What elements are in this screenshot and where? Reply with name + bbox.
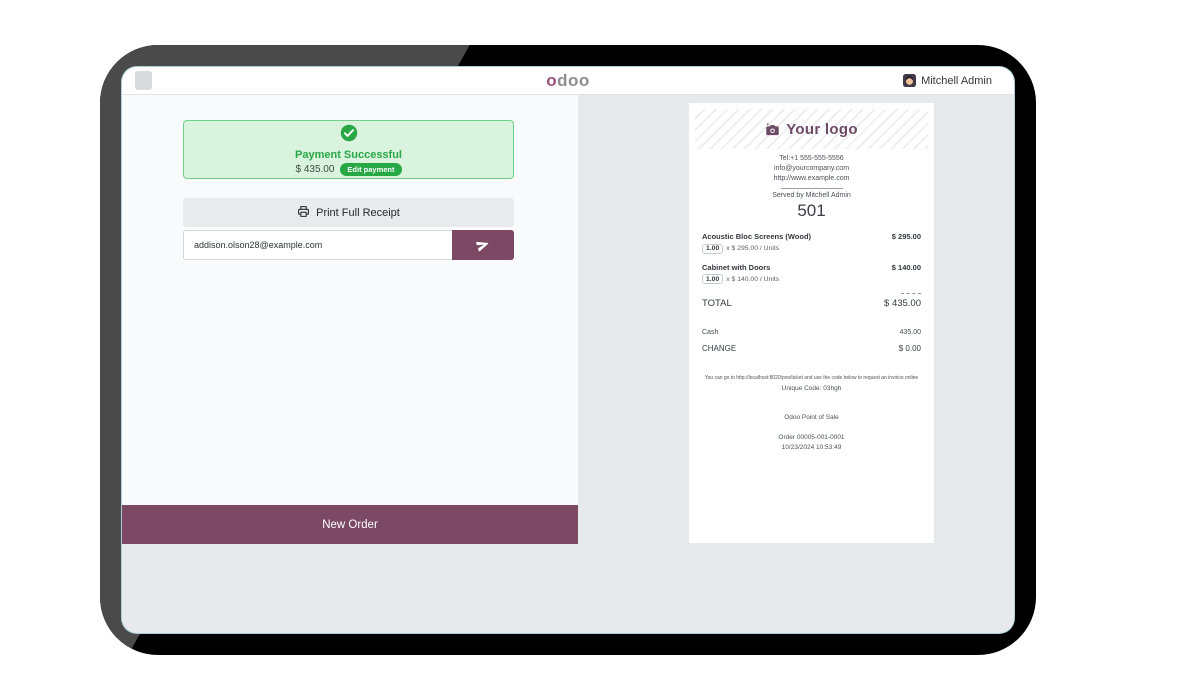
total-dashed-separator — [901, 293, 921, 295]
order-reference-text: Order 00005-001-0001 — [778, 434, 845, 442]
invoice-request-note: You can go to http://localhost:8020/pos/… — [704, 375, 919, 382]
product-unit-price: x $ 295.00 / Units — [726, 245, 780, 253]
receipt-order-lines: Acoustic Bloc Screens (Wood) $ 295.00 1.… — [689, 232, 934, 285]
app-body: Payment Successful $ 435.00 Edit payment… — [122, 95, 1014, 633]
unique-code-text: Unique Code: 03hgh — [781, 385, 842, 393]
user-menu[interactable]: Mitchell Admin — [903, 67, 992, 94]
app-header: odoo Mitchell Admin — [122, 67, 1014, 95]
receipt-change-row: CHANGE $ 0.00 — [689, 344, 934, 353]
print-receipt-button[interactable]: Print Full Receipt — [183, 198, 514, 227]
odoo-logo-rest: doo — [557, 70, 590, 90]
product-name: Cabinet with Doors — [702, 262, 771, 272]
send-email-button[interactable] — [452, 230, 514, 260]
product-qty-badge: 1.00 — [702, 243, 724, 254]
payment-status-text: Payment Successful — [295, 148, 402, 161]
receipt-preview: Your logo Tel:+1 555-555-5556 info@yourc… — [689, 103, 934, 543]
receipt-total-row: TOTAL $ 435.00 — [689, 298, 934, 309]
user-avatar-icon — [903, 74, 917, 87]
receipt-actions-panel: Payment Successful $ 435.00 Edit payment… — [122, 95, 578, 544]
edit-payment-button[interactable]: Edit payment — [340, 162, 402, 176]
receipt-payment-row: Cash 435.00 — [689, 329, 934, 336]
partial-corner-element — [135, 71, 152, 90]
receipt-contact-block: Tel:+1 555-555-5556 info@yourcompany.com… — [689, 154, 934, 184]
product-name: Acoustic Bloc Screens (Wood) — [702, 232, 812, 242]
receipt-order-number: 501 — [797, 201, 826, 221]
odoo-logo: odoo — [546, 72, 590, 89]
new-order-button[interactable]: New Order — [122, 505, 578, 544]
payment-amount: $ 435.00 — [295, 163, 335, 175]
change-label: CHANGE — [702, 344, 737, 354]
receipt-phone: Tel:+1 555-555-5556 — [779, 155, 844, 162]
product-qty-badge: 1.00 — [702, 274, 724, 285]
check-circle-icon — [340, 124, 358, 147]
product-unit-price: x $ 140.00 / Units — [726, 275, 780, 283]
paper-plane-icon — [474, 236, 492, 254]
receipt-email: info@yourcompany.com — [773, 165, 850, 173]
order-datetime-text: 10/23/2024 10:53:49 — [781, 444, 842, 452]
receipt-logo-text: Your logo — [786, 120, 858, 138]
camera-icon — [765, 122, 780, 137]
change-amount: $ 0.00 — [898, 344, 921, 354]
total-amount: $ 435.00 — [884, 298, 921, 310]
receipt-divider — [780, 188, 843, 190]
payment-amount-row: $ 435.00 Edit payment — [295, 162, 402, 176]
user-name: Mitchell Admin — [921, 74, 992, 87]
receipt-line: Cabinet with Doors $ 140.00 1.00 x $ 140… — [702, 263, 921, 285]
print-receipt-label: Print Full Receipt — [316, 206, 400, 219]
receipt-logo-band: Your logo — [695, 109, 928, 149]
pos-name-text: Odoo Point of Sale — [784, 414, 839, 422]
pos-screen: odoo Mitchell Admin Payment Successful — [122, 67, 1014, 633]
payment-status-box: Payment Successful $ 435.00 Edit payment — [183, 120, 514, 179]
receipt-website: http://www.example.com — [773, 175, 850, 183]
printer-icon — [297, 205, 310, 221]
product-price: $ 295.00 — [891, 232, 921, 242]
receipt-line: Acoustic Bloc Screens (Wood) $ 295.00 1.… — [702, 232, 921, 254]
product-price: $ 140.00 — [891, 262, 921, 272]
payment-method: Cash — [702, 329, 719, 337]
email-row — [183, 230, 514, 260]
served-by-text: Served by Mitchell Admin — [772, 192, 851, 200]
payment-method-amount: 435.00 — [899, 329, 921, 337]
total-label: TOTAL — [702, 298, 732, 310]
device-frame: odoo Mitchell Admin Payment Successful — [100, 45, 1036, 655]
email-input[interactable] — [183, 230, 452, 260]
odoo-logo-first-letter: o — [546, 70, 558, 90]
